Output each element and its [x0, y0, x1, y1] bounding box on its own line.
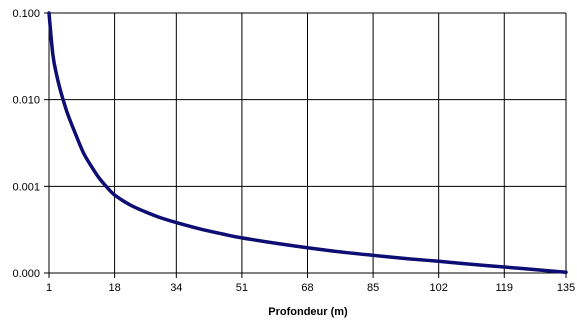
x-tick-label: 68	[301, 282, 313, 294]
x-tick-label: 1	[46, 282, 52, 294]
y-tick-label: 0.010	[12, 95, 40, 107]
x-tick-label: 135	[557, 282, 575, 294]
x-tick-label: 18	[108, 282, 120, 294]
series-line	[47, 11, 568, 274]
x-tick-label: 51	[236, 282, 248, 294]
series-layer	[47, 11, 568, 274]
x-tick-label: 119	[495, 282, 513, 294]
x-tick-label: 34	[170, 282, 182, 294]
y-tick-label: 0.100	[12, 8, 40, 20]
y-tick-label: 0.000	[12, 268, 40, 280]
y-tick-label: 0.001	[12, 181, 40, 193]
x-tick-label: 102	[429, 282, 447, 294]
x-tick-labels: 1 18 34 51 68 85 102 119 135	[46, 282, 575, 294]
x-axis-label: Profondeur (m)	[268, 306, 348, 318]
y-tick-labels: 0.100 0.010 0.001 0.000	[12, 8, 40, 280]
x-tick-label: 85	[367, 282, 379, 294]
grid-layer	[44, 12, 567, 278]
